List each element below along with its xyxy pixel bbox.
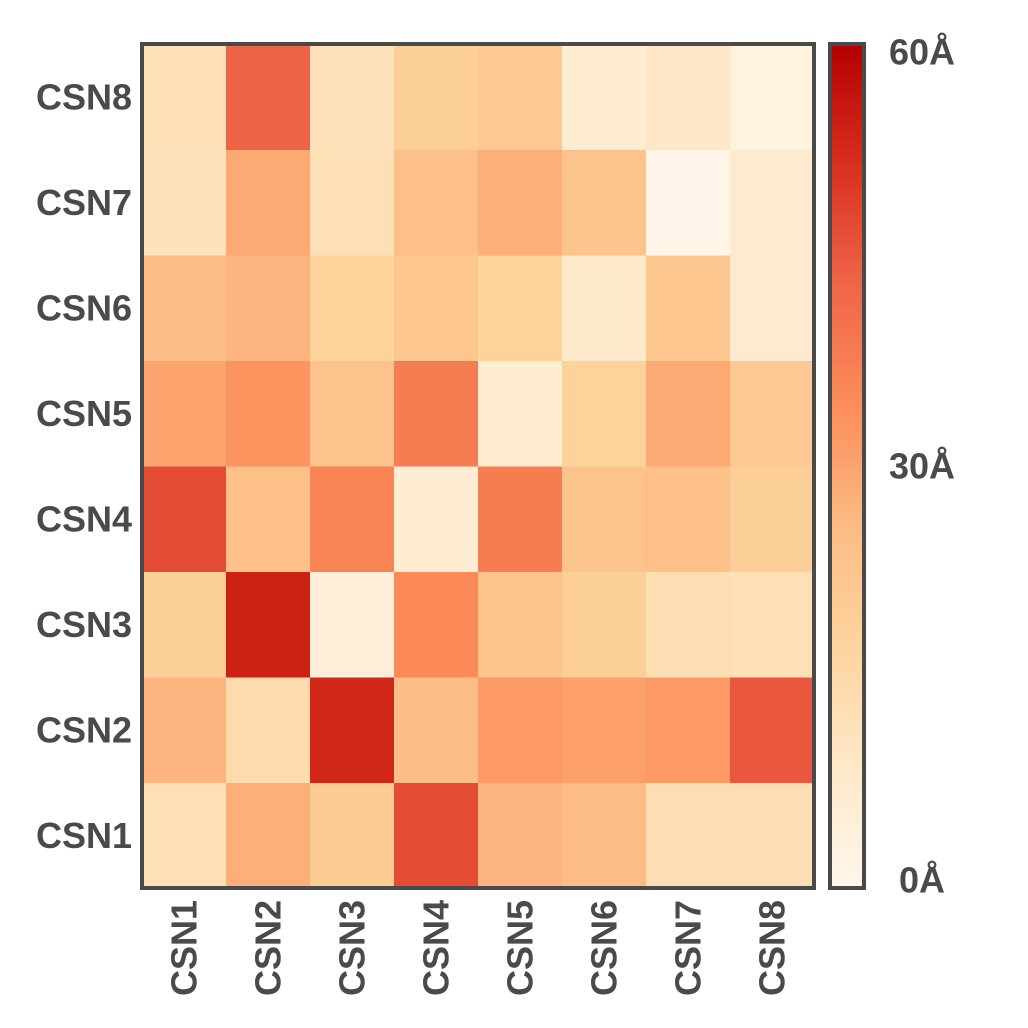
heatmap-cell-csn8-csn5 [478, 44, 563, 150]
heatmap-cell-csn5-csn5 [478, 360, 563, 467]
heatmap-cell-csn8-csn6 [562, 44, 647, 150]
heatmap-cell-csn4-csn3 [310, 466, 395, 572]
heatmap-cell-csn2-csn5 [478, 677, 563, 783]
heatmap-cell-csn7-csn4 [394, 149, 479, 256]
heatmap-cell-csn6-csn1 [142, 255, 227, 361]
heatmap-cell-csn7-csn6 [562, 149, 647, 256]
heatmap-cell-csn7-csn8 [730, 149, 815, 256]
heatmap-cell-csn8-csn7 [646, 44, 731, 150]
heatmap-cell-csn2-csn7 [646, 677, 731, 783]
heatmap-cell-csn8-csn3 [310, 44, 395, 150]
y-tick-label-csn2: CSN2 [36, 709, 132, 750]
heatmap-cell-csn4-csn4 [394, 466, 479, 572]
heatmap-cell-csn4-csn8 [730, 466, 815, 572]
heatmap-cell-csn6-csn3 [310, 255, 395, 361]
heatmap-cell-csn3-csn7 [646, 571, 731, 678]
x-tick-label-csn4: CSN4 [416, 900, 457, 996]
heatmap-cell-csn7-csn7 [646, 149, 731, 256]
heatmap-cell-csn3-csn1 [142, 571, 227, 678]
heatmap-cell-csn8-csn1 [142, 44, 227, 150]
x-axis-labels: CSN1 CSN2 CSN3 CSN4 CSN5 CSN6 CSN7 CSN8 [164, 900, 793, 996]
colorbar-tick-labels: 0Å 30Å 60Å [889, 32, 955, 901]
x-tick-label-csn2: CSN2 [248, 900, 289, 996]
y-tick-label-csn8: CSN8 [36, 76, 132, 117]
y-tick-label-csn1: CSN1 [36, 815, 132, 856]
heatmap-cells [142, 44, 815, 889]
heatmap-cell-csn5-csn1 [142, 360, 227, 467]
heatmap-cell-csn5-csn7 [646, 360, 731, 467]
heatmap-cell-csn3-csn5 [478, 571, 563, 678]
x-tick-label-csn6: CSN6 [584, 900, 625, 996]
heatmap-cell-csn7-csn2 [226, 149, 311, 256]
heatmap-cell-csn6-csn5 [478, 255, 563, 361]
heatmap-cell-csn4-csn7 [646, 466, 731, 572]
heatmap-cell-csn8-csn2 [226, 44, 311, 150]
colorbar [828, 42, 866, 890]
heatmap-cell-csn2-csn4 [394, 677, 479, 783]
heatmap-cell-csn2-csn3 [310, 677, 395, 783]
heatmap-cell-csn1-csn5 [478, 782, 563, 889]
heatmap-cell-csn1-csn1 [142, 782, 227, 889]
heatmap-cell-csn7-csn3 [310, 149, 395, 256]
heatmap-cell-csn6-csn4 [394, 255, 479, 361]
y-tick-label-csn4: CSN4 [36, 498, 132, 539]
y-tick-label-csn7: CSN7 [36, 182, 132, 223]
y-axis-labels: CSN1 CSN2 CSN3 CSN4 CSN5 CSN6 CSN7 CSN8 [36, 76, 132, 856]
heatmap-cell-csn8-csn4 [394, 44, 479, 150]
heatmap-cell-csn5-csn3 [310, 360, 395, 467]
heatmap-cell-csn3-csn3 [310, 571, 395, 678]
heatmap-cell-csn4-csn1 [142, 466, 227, 572]
colorbar-tick-label: 60Å [889, 32, 955, 73]
heatmap-cell-csn6-csn7 [646, 255, 731, 361]
heatmap-cell-csn1-csn8 [730, 782, 815, 889]
heatmap-cell-csn1-csn6 [562, 782, 647, 889]
heatmap-cell-csn4-csn6 [562, 466, 647, 572]
y-tick-label-csn3: CSN3 [36, 604, 132, 645]
colorbar-tick-label: 30Å [889, 446, 955, 487]
heatmap-cell-csn1-csn2 [226, 782, 311, 889]
heatmap-cell-csn5-csn4 [394, 360, 479, 467]
y-tick-label-csn5: CSN5 [36, 393, 132, 434]
heatmap-cell-csn6-csn6 [562, 255, 647, 361]
x-tick-label-csn1: CSN1 [164, 900, 205, 996]
heatmap-cell-csn2-csn6 [562, 677, 647, 783]
x-tick-label-csn3: CSN3 [332, 900, 373, 996]
heatmap-cell-csn2-csn2 [226, 677, 311, 783]
heatmap-cell-csn1-csn4 [394, 782, 479, 889]
heatmap-cell-csn6-csn8 [730, 255, 815, 361]
x-tick-label-csn7: CSN7 [668, 900, 709, 996]
heatmap-cell-csn5-csn2 [226, 360, 311, 467]
x-tick-label-csn8: CSN8 [752, 900, 793, 996]
heatmap-cell-csn3-csn4 [394, 571, 479, 678]
heatmap-cell-csn5-csn6 [562, 360, 647, 467]
heatmap-cell-csn1-csn3 [310, 782, 395, 889]
heatmap-frame [140, 42, 816, 890]
x-tick-label-csn5: CSN5 [500, 900, 541, 996]
heatmap-cell-csn7-csn1 [142, 149, 227, 256]
colorbar-tick-label: 0Å [899, 860, 945, 901]
heatmap-cell-csn2-csn1 [142, 677, 227, 783]
heatmap-cell-csn4-csn2 [226, 466, 311, 572]
heatmap-cell-csn7-csn5 [478, 149, 563, 256]
heatmap-cell-csn2-csn8 [730, 677, 815, 783]
heatmap-cell-csn4-csn5 [478, 466, 563, 572]
heatmap-cell-csn8-csn8 [730, 44, 815, 150]
y-tick-label-csn6: CSN6 [36, 287, 132, 328]
heatmap-cell-csn3-csn2 [226, 571, 311, 678]
heatmap-cell-csn6-csn2 [226, 255, 311, 361]
heatmap-cell-csn1-csn7 [646, 782, 731, 889]
heatmap-cell-csn3-csn6 [562, 571, 647, 678]
heatmap-cell-csn3-csn8 [730, 571, 815, 678]
heatmap-cell-csn5-csn8 [730, 360, 815, 467]
